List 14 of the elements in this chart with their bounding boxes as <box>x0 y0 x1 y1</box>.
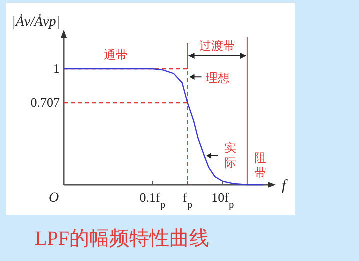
annotation: 过渡带 <box>200 39 236 53</box>
y-tick-label: 1 <box>54 61 60 76</box>
annotation: 通带 <box>104 48 128 62</box>
y-axis-title: |Ȧv/Ȧvp| <box>12 14 60 30</box>
x-tick-label: 10f$_{p}$ <box>212 190 234 210</box>
x-tick-label: f$_{p}$ <box>182 190 193 210</box>
x-tick-label: 0.1f$_{p}$ <box>140 190 166 210</box>
text: O <box>49 191 60 206</box>
text: LPF的幅频特性曲线 <box>35 228 210 250</box>
annotation: 理想 <box>206 71 230 86</box>
y-tick-label: 0.707 <box>30 94 60 110</box>
ref-line-label: 阻带 <box>254 150 266 180</box>
x-axis-title: f <box>282 178 288 194</box>
annotation: 实际 <box>224 141 237 170</box>
